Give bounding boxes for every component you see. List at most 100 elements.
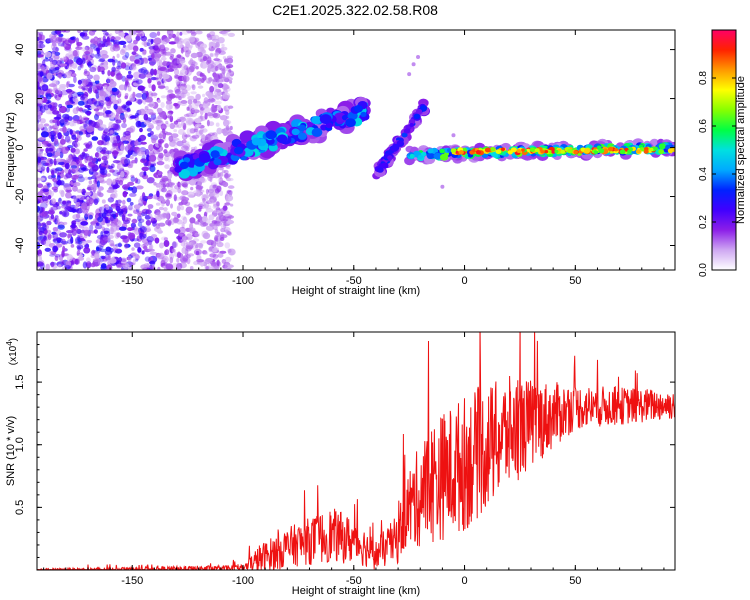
noise-blob <box>216 127 223 135</box>
noise-blob <box>159 66 167 72</box>
noise-blob <box>75 195 82 199</box>
noise-blob <box>167 115 171 119</box>
noise-blob <box>94 172 102 179</box>
noise-blob <box>60 37 67 43</box>
noise-blob <box>148 112 157 116</box>
noise-blob <box>47 183 52 188</box>
noise-blob <box>81 46 88 52</box>
noise-blob <box>100 231 104 237</box>
noise-blob <box>106 76 112 84</box>
noise-blob <box>167 110 174 115</box>
noise-blob <box>205 225 214 231</box>
noise-blob <box>173 215 179 220</box>
noise-blob <box>188 227 196 232</box>
snr-series-line <box>37 332 675 570</box>
noise-blob <box>180 102 187 106</box>
noise-blob <box>186 253 195 257</box>
noise-blob <box>50 214 55 220</box>
noise-blob <box>98 42 103 51</box>
noise-blob <box>189 135 197 142</box>
noise-blob <box>44 162 50 166</box>
y-tick-label: 0.5 <box>14 500 26 515</box>
steady-trace-core <box>643 149 649 154</box>
rising-trace-point <box>213 158 222 166</box>
noise-blob <box>195 93 201 101</box>
noise-blob <box>224 264 228 270</box>
noise-blob <box>109 45 116 52</box>
noise-blob <box>125 44 133 51</box>
colorbar-tick-label: 0.2 <box>698 215 709 229</box>
noise-blob <box>221 43 225 48</box>
noise-blob <box>229 191 233 196</box>
noise-blob <box>223 120 232 125</box>
steep-branch-point <box>413 113 421 120</box>
noise-blob <box>99 180 107 184</box>
noise-blob <box>133 242 141 248</box>
noise-blob <box>135 120 142 128</box>
noise-blob <box>98 100 105 107</box>
noise-blob <box>128 262 135 266</box>
noise-blob <box>209 266 217 270</box>
x-axis-label: Height of straight line (km) <box>292 285 420 297</box>
noise-blob <box>156 253 163 260</box>
noise-blob <box>133 39 138 45</box>
noise-blob <box>52 68 60 74</box>
noise-blob <box>72 50 78 57</box>
noise-blob <box>185 206 193 214</box>
noise-blob <box>93 74 100 81</box>
noise-blob <box>47 233 52 241</box>
noise-blob <box>101 70 105 75</box>
rising-trace-point <box>360 111 367 117</box>
snr-frame <box>36 331 676 571</box>
noise-blob <box>171 211 178 216</box>
noise-blob <box>147 248 155 252</box>
noise-blob <box>81 109 90 113</box>
noise-blob <box>135 258 139 262</box>
noise-blob <box>223 210 230 217</box>
rising-trace-point <box>242 147 254 157</box>
noise-blob <box>160 102 165 108</box>
noise-blob <box>205 77 212 84</box>
noise-blob <box>204 251 209 255</box>
noise-blob <box>96 180 100 188</box>
noise-blob <box>165 199 170 207</box>
noise-blob <box>207 97 216 103</box>
noise-blob <box>215 51 219 58</box>
noise-blob <box>168 33 173 40</box>
noise-blob <box>191 84 195 89</box>
noise-blob <box>137 221 143 227</box>
steady-trace-core <box>567 148 573 154</box>
noise-blob <box>132 78 140 84</box>
noise-blob <box>139 47 144 52</box>
noise-blob <box>116 232 121 238</box>
noise-blob <box>69 120 75 127</box>
noise-blob <box>165 85 169 91</box>
noise-blob <box>147 204 154 209</box>
noise-blob <box>140 141 147 145</box>
noise-blob <box>220 237 225 241</box>
noise-blob <box>128 232 136 240</box>
noise-blob <box>49 158 54 165</box>
steady-trace-core <box>510 147 517 153</box>
noise-blob <box>165 100 173 105</box>
noise-blob <box>54 66 60 71</box>
noise-blob <box>38 253 42 260</box>
noise-blob <box>165 192 172 198</box>
noise-blob <box>67 145 74 149</box>
noise-blob <box>159 242 164 249</box>
noise-blob <box>65 106 71 113</box>
noise-blob <box>72 154 77 162</box>
noise-blob <box>50 61 56 69</box>
steady-trace-core <box>658 149 665 155</box>
noise-blob <box>187 194 193 198</box>
noise-blob <box>161 175 169 182</box>
noise-blob <box>37 89 43 95</box>
noise-blob <box>181 139 187 144</box>
noise-blob <box>102 83 110 87</box>
noise-blob <box>116 53 120 58</box>
noise-blob <box>113 142 121 147</box>
noise-blob <box>106 189 115 194</box>
noise-blob <box>189 217 196 224</box>
noise-blob <box>60 240 69 245</box>
